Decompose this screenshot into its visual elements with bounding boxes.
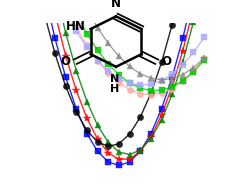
Text: N
H: N H (109, 74, 119, 94)
Text: O: O (61, 55, 70, 68)
Text: N: N (110, 0, 121, 10)
Text: HN: HN (66, 20, 86, 33)
Text: O: O (161, 55, 170, 68)
